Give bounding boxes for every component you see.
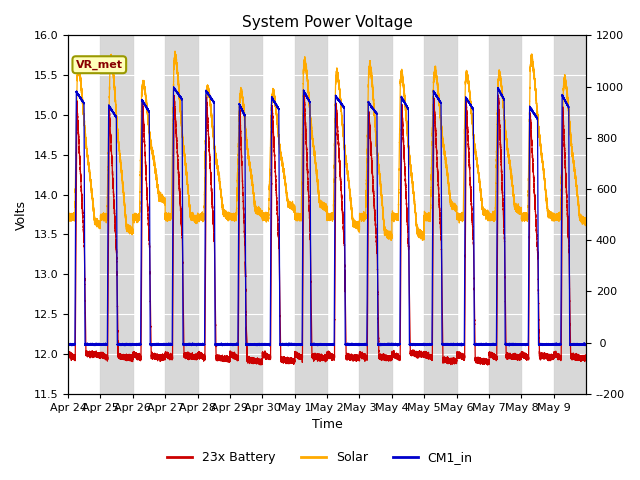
Legend: 23x Battery, Solar, CM1_in: 23x Battery, Solar, CM1_in xyxy=(163,446,477,469)
Bar xyxy=(554,36,586,394)
Bar xyxy=(165,36,198,394)
Y-axis label: Volts: Volts xyxy=(15,200,28,229)
Bar xyxy=(230,36,262,394)
Title: System Power Voltage: System Power Voltage xyxy=(242,15,413,30)
Bar xyxy=(489,36,522,394)
Bar xyxy=(424,36,456,394)
Bar xyxy=(294,36,327,394)
Bar xyxy=(360,36,392,394)
Bar xyxy=(100,36,132,394)
Text: VR_met: VR_met xyxy=(76,60,123,70)
X-axis label: Time: Time xyxy=(312,419,342,432)
